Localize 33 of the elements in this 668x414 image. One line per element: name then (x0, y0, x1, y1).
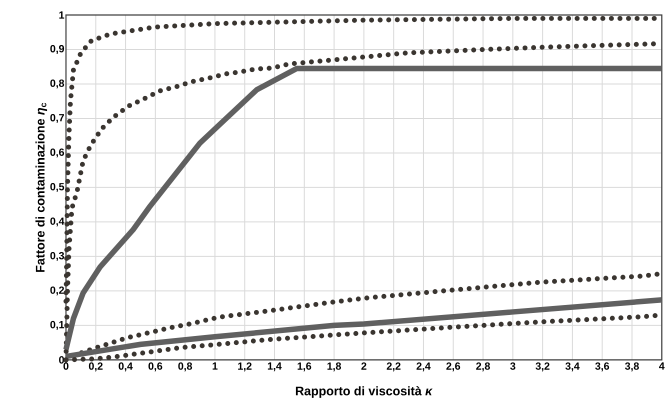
x-tick-label: 3,8 (624, 362, 639, 372)
x-tick-label: 2,2 (386, 362, 401, 372)
x-tick-label: 1,2 (238, 362, 252, 372)
x-tick-label: 1 (212, 362, 218, 370)
x-tick-label: 4 (659, 362, 665, 370)
x-tick-label: 0,2 (88, 362, 103, 372)
x-tick-label: 2,4 (416, 362, 431, 372)
x-tick-label: 2 (361, 362, 366, 370)
x-tick-label: 0,4 (118, 362, 133, 372)
y-tick-label: 0,3 (50, 252, 64, 261)
x-tick-label: 3,6 (595, 362, 610, 372)
x-tick-label: 1,4 (268, 362, 282, 372)
y-tick-label: 0,8 (50, 80, 64, 88)
x-tick-label: 1,6 (298, 362, 312, 372)
x-tick-label: 2,6 (446, 362, 460, 372)
y-tick-label: 0 (59, 356, 64, 364)
x-tick-label: 0,6 (148, 362, 162, 372)
x-tick-label: 0,8 (178, 362, 192, 372)
y-tick-label: 0,9 (50, 45, 64, 54)
x-axis-title: Rapporto di viscosità κ (296, 386, 433, 398)
y-tick-label: 0,2 (50, 286, 64, 296)
y-tick-label: 0,5 (50, 183, 64, 192)
y-tick-label: 1 (59, 11, 64, 19)
y-tick-label: 0,6 (50, 148, 64, 158)
x-tick-label: 3 (510, 362, 516, 370)
y-tick-label: 0,7 (50, 114, 64, 123)
y-tick-label: 0,4 (50, 218, 64, 226)
x-tick-label: 3,4 (565, 362, 580, 372)
x-tick-label: 3,2 (536, 362, 550, 372)
y-axis-title: Fattore di contaminazione η$_{c}$ (35, 102, 48, 272)
x-tick-label: 1,8 (327, 362, 342, 372)
y-tick-label: 0,1 (50, 321, 64, 330)
x-tick-label: 2,8 (476, 362, 490, 372)
